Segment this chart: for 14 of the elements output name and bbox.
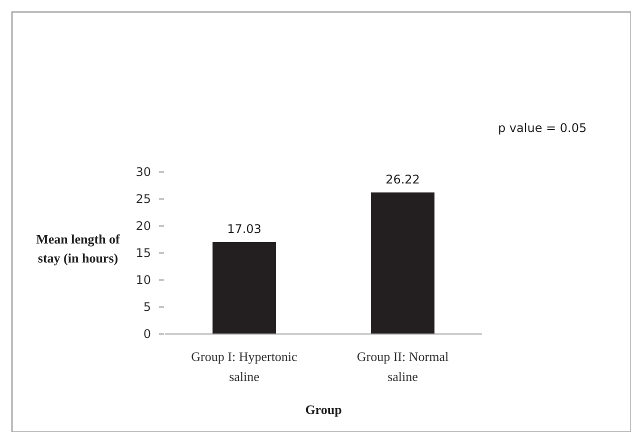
- x-tick-label: Group I: Hypertonic saline: [191, 349, 298, 384]
- y-tick-label: 10: [136, 273, 151, 288]
- y-tick-label: 15: [136, 246, 151, 260]
- y-axis-title: Mean length of stay (in hours): [36, 232, 121, 266]
- x-tick-label: Group II: Normal saline: [356, 349, 449, 384]
- y-tick-label: 20: [136, 219, 151, 234]
- data-label: 26.22: [386, 172, 420, 186]
- y-tick-label: 0: [143, 327, 151, 342]
- y-tick-label: 5: [143, 300, 151, 314]
- y-tick-label: 25: [136, 192, 151, 206]
- y-tick-label: 30: [136, 165, 151, 180]
- x-axis-title: Group: [305, 402, 342, 417]
- text: p value = 0.05: [498, 121, 587, 135]
- data-label: 17.03: [227, 222, 262, 236]
